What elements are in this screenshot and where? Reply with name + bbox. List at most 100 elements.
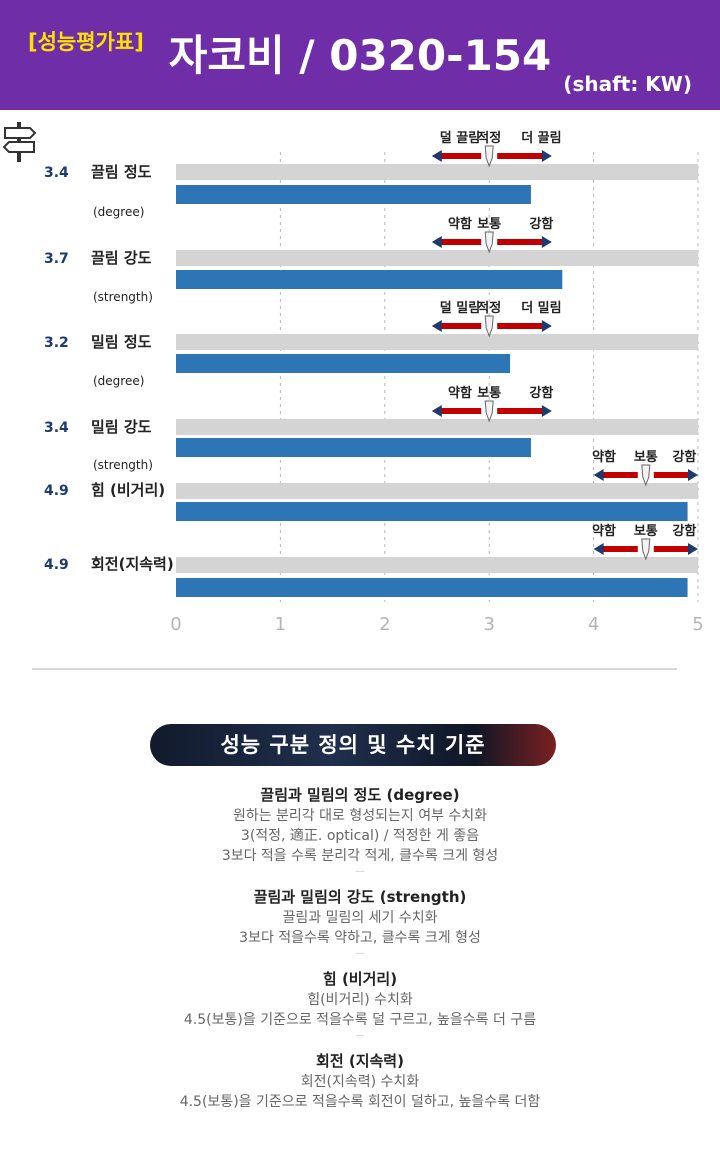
scale-arrow-left [599,472,638,478]
pin-icon [641,538,651,561]
value-bar [176,502,688,521]
scale-arrow-left [437,323,482,329]
arrowhead-right [541,150,552,162]
x-tick-label: 0 [170,614,181,632]
signpost-icon [2,122,37,162]
scale-arrow-left [437,408,482,414]
scale-arrow-left [599,546,638,552]
arrowhead-right [541,236,552,248]
arrowhead-left [593,543,604,555]
definition-title: 끌림과 밀림의 정도 (degree) [260,786,460,804]
category-sublabel: (strength) [93,290,153,304]
definition-title: 끌림과 밀림의 강도 (strength) [253,888,467,906]
scale-arrow-right [497,239,546,245]
scale-label-mid: 적정 [477,300,501,316]
score-label: 3.7 [44,251,69,267]
scale-label-high: 더 끌림 [521,130,561,146]
header-banner: [성능평가표] 자코비 / 0320-154 (shaft: KW) [0,0,720,110]
definition-line: 힘(비거리) 수치화 [307,992,413,1008]
scale-label-low: 덜 밀림 [440,300,480,316]
arrowhead-right [688,469,698,481]
scale-arrow-left [437,153,482,159]
definition-line: 4.5(보통)을 기준으로 적을수록 회전이 덜하고, 높을수록 더함 [179,1094,541,1110]
definition-spin: 회전 (지속력) 회전(지속력) 수치화 4.5(보통)을 기준으로 적을수록 … [0,1050,720,1112]
definition-separator: — [355,948,365,959]
arrowhead-right [541,405,552,417]
evaluation-tag: [성능평가표] [28,30,144,54]
definition-strength: 끌림과 밀림의 강도 (strength) 끌림과 밀림의 세기 수치화 3보다… [0,886,720,960]
arrowhead-left [431,320,442,332]
category-label: 끌림 정도 [91,163,152,181]
scale-label-mid: 보통 [477,386,501,401]
scale-label-high: 강함 [529,385,553,401]
definition-separator: — [355,1030,365,1041]
scale-label-high: 강함 [529,216,553,232]
scale-label-low: 약함 [592,449,616,465]
definitions: 끌림과 밀림의 정도 (degree) 원하는 분리각 대로 형성되는지 여부 … [0,784,720,1120]
value-bar [176,185,531,204]
scale-arrow-right [497,323,546,329]
scale-label-mid: 보통 [634,524,658,539]
scale-label-low: 약함 [448,216,472,232]
score-label: 4.9 [44,557,69,573]
category-label: 끌림 강도 [91,249,152,267]
pin-icon [484,315,494,338]
scale-label-mid: 보통 [634,450,658,465]
scale-arrow-left [437,239,482,245]
value-bar [176,578,688,597]
section-banner: 성능 구분 정의 및 수치 기준 [150,724,556,766]
score-label: 3.4 [44,420,69,436]
category-sublabel: (degree) [93,205,144,219]
category-label: 힘 (비거리) [91,481,165,499]
category-sublabel: (degree) [93,374,144,388]
pin-icon [484,145,494,168]
definition-line: 원하는 분리각 대로 형성되는지 여부 수치화 [232,808,488,824]
category-track [176,334,698,350]
arrowhead-left [431,405,442,417]
category-label: 밀림 정도 [91,333,152,351]
definition-power: 힘 (비거리) 힘(비거리) 수치화 4.5(보통)을 기준으로 적을수록 덜 … [0,968,720,1042]
pin-icon [641,464,651,487]
scale-label-high: 강함 [672,449,696,465]
definition-line: 3보다 적을수록 약하고, 클수록 크게 형성 [239,930,481,946]
section-divider [32,668,677,670]
category-track [176,250,698,266]
definition-line: 회전(지속력) 수치화 [300,1074,420,1090]
scale-label-high: 강함 [672,523,696,539]
scale-label-mid: 보통 [477,217,501,232]
scale-label-low: 약함 [592,523,616,539]
value-bar [176,438,531,457]
value-bar [176,270,563,289]
scale-arrow-right [497,153,546,159]
performance-chart: 3.4 끌림 정도 (degree) 3.7 끌림 강도 (strength) 3.2 밀림 … [2,122,704,632]
definition-title: 회전 (지속력) [316,1052,404,1070]
definition-line: 3보다 적을 수록 분리각 적게, 클수록 크게 형성 [221,848,499,864]
definition-separator: — [355,866,365,877]
score-label: 3.4 [44,165,69,181]
scale-label-low: 약함 [448,385,472,401]
definition-line: 끌림과 밀림의 세기 수치화 [282,910,438,926]
scale-label-low: 덜 끌림 [440,130,480,146]
scale-arrow-right [653,546,692,552]
category-sublabel: (strength) [93,458,153,472]
arrowhead-left [593,469,604,481]
score-label: 3.2 [44,335,69,351]
pin-icon [484,231,494,254]
definition-degree: 끌림과 밀림의 정도 (degree) 원하는 분리각 대로 형성되는지 여부 … [0,784,720,878]
score-label: 4.9 [44,483,69,499]
arrowhead-right [688,543,698,555]
scale-arrow-right [497,408,546,414]
definition-title: 힘 (비거리) [322,970,398,988]
x-tick-label: 1 [275,614,286,632]
value-bar [176,354,511,373]
category-track [176,557,698,573]
arrowhead-left [431,150,442,162]
x-tick-label: 3 [483,614,494,632]
category-label: 밀림 강도 [91,418,152,436]
arrowhead-left [431,236,442,248]
definition-line: 3(적정, 適正. optical) / 적정한 게 좋음 [240,828,480,844]
shaft-info: (shaft: KW) [563,72,692,96]
category-track [176,419,698,435]
scale-label-mid: 적정 [477,130,501,146]
definition-line: 4.5(보통)을 기준으로 적을수록 덜 구르고, 높을수록 더 구름 [183,1012,537,1028]
